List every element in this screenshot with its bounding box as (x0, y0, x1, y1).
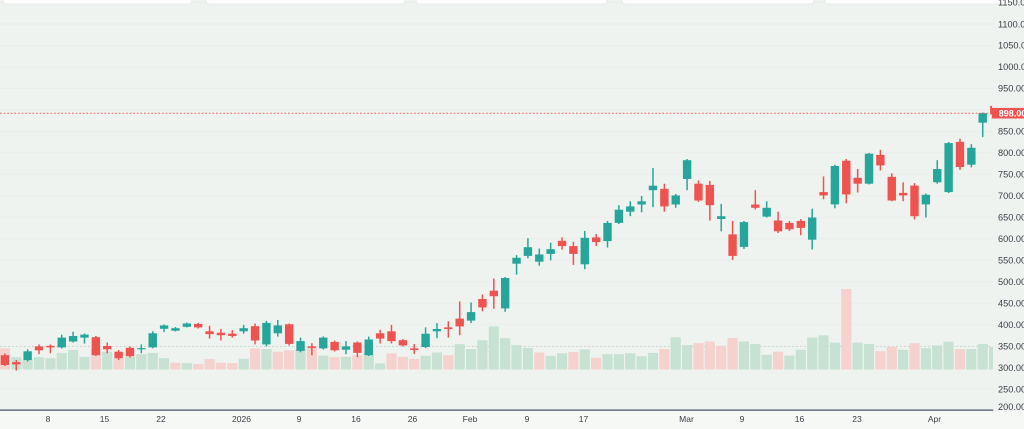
svg-text:1100.00: 1100.00 (998, 19, 1024, 29)
svg-text:750.00: 750.00 (998, 170, 1024, 180)
svg-text:16: 16 (351, 414, 361, 424)
svg-text:22: 22 (156, 414, 166, 424)
svg-text:700.00: 700.00 (998, 191, 1024, 201)
svg-text:15: 15 (100, 414, 110, 424)
svg-text:950.00: 950.00 (998, 84, 1024, 94)
svg-text:500.00: 500.00 (998, 277, 1024, 287)
svg-text:350.00: 350.00 (998, 342, 1024, 352)
svg-text:1000.00: 1000.00 (998, 62, 1024, 72)
svg-text:Feb: Feb (463, 414, 478, 424)
svg-text:1050.00: 1050.00 (998, 41, 1024, 51)
svg-text:250.00: 250.00 (998, 384, 1024, 394)
svg-text:9: 9 (297, 414, 302, 424)
svg-text:26: 26 (408, 414, 418, 424)
svg-text:2026: 2026 (232, 414, 251, 424)
svg-text:300.00: 300.00 (998, 363, 1024, 373)
svg-text:898.00: 898.00 (999, 108, 1024, 118)
svg-text:17: 17 (579, 414, 589, 424)
svg-text:450.00: 450.00 (998, 299, 1024, 309)
svg-text:800.00: 800.00 (998, 148, 1024, 158)
svg-text:Apr: Apr (928, 414, 941, 424)
svg-text:16: 16 (795, 414, 805, 424)
svg-text:23: 23 (852, 414, 862, 424)
svg-text:9: 9 (740, 414, 745, 424)
svg-text:8: 8 (46, 414, 51, 424)
svg-text:Mar: Mar (679, 414, 694, 424)
svg-text:1150.00: 1150.00 (998, 0, 1024, 8)
svg-text:550.00: 550.00 (998, 256, 1024, 266)
svg-text:600.00: 600.00 (998, 234, 1024, 244)
svg-text:200.00: 200.00 (998, 402, 1024, 412)
svg-text:650.00: 650.00 (998, 213, 1024, 223)
svg-text:9: 9 (525, 414, 530, 424)
svg-text:400.00: 400.00 (998, 320, 1024, 330)
svg-text:850.00: 850.00 (998, 127, 1024, 137)
